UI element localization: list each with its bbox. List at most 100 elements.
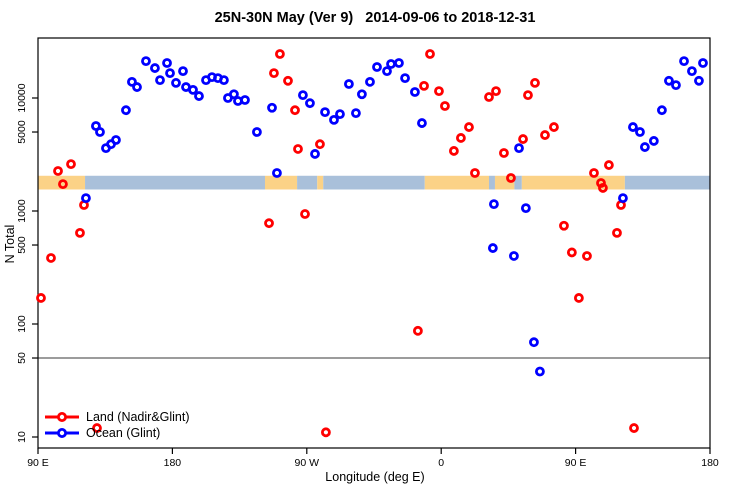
data-point-ocean xyxy=(698,58,708,68)
data-point-ocean xyxy=(305,98,315,109)
chart-title: 25N-30N May (Ver 9) 2014-09-06 to 2018-1… xyxy=(214,10,536,26)
x-tick-label: 180 xyxy=(701,457,719,469)
data-point-land xyxy=(269,68,279,79)
data-point-ocean xyxy=(618,193,628,204)
map-strip-segment-ocean xyxy=(624,175,710,190)
y-tick-label: 10 xyxy=(16,431,28,443)
data-point-land xyxy=(506,173,516,183)
data-point-ocean xyxy=(329,115,339,125)
x-tick-label: 90 W xyxy=(295,457,320,469)
map-strip-segment-land xyxy=(264,175,298,190)
data-point-land xyxy=(549,122,559,132)
data-point-ocean xyxy=(267,102,277,113)
data-point-land xyxy=(283,75,293,86)
y-tick-label: 100 xyxy=(16,315,28,333)
x-tick-label: 0 xyxy=(438,457,444,469)
data-point-ocean xyxy=(121,105,131,116)
data-point-land xyxy=(413,325,423,336)
data-point-ocean xyxy=(320,107,330,118)
data-point-ocean xyxy=(81,193,91,204)
data-point-ocean xyxy=(400,73,410,84)
data-point-ocean xyxy=(111,135,121,145)
data-point-land xyxy=(499,148,509,158)
data-point-ocean xyxy=(687,66,697,77)
data-point-ocean xyxy=(648,136,659,146)
data-point-ocean xyxy=(357,89,367,100)
data-point-land xyxy=(604,160,614,170)
map-strip-segment-ocean xyxy=(297,175,318,190)
data-point-ocean xyxy=(178,66,188,77)
data-point-ocean xyxy=(165,68,175,79)
map-strip-segment-ocean xyxy=(85,175,265,190)
data-point-ocean xyxy=(635,127,645,137)
data-point-ocean xyxy=(335,109,345,120)
data-point-ocean xyxy=(372,62,382,72)
data-point-ocean xyxy=(310,149,320,159)
plot-frame xyxy=(37,37,711,449)
data-point-ocean xyxy=(219,75,229,86)
y-tick-label: 500 xyxy=(16,236,28,254)
map-strip-segment-land xyxy=(521,175,625,190)
data-point-land xyxy=(75,228,85,238)
data-point-land xyxy=(612,228,622,238)
data-point-land xyxy=(58,179,68,190)
data-point-land xyxy=(629,423,639,433)
data-point-ocean xyxy=(194,91,204,101)
data-point-land xyxy=(530,78,540,88)
data-point-ocean xyxy=(229,89,239,100)
data-point-ocean xyxy=(162,58,172,68)
data-point-ocean xyxy=(694,75,704,86)
y-tick-label: 10000 xyxy=(16,83,28,112)
y-tick-label: 5000 xyxy=(16,120,28,144)
data-point-ocean xyxy=(155,75,165,86)
data-point-land xyxy=(540,130,550,140)
data-point-land xyxy=(470,168,480,178)
data-point-ocean xyxy=(487,243,498,253)
data-point-ocean xyxy=(386,59,396,69)
legend-label-ocean: Ocean (Glint) xyxy=(86,426,161,440)
data-point-ocean xyxy=(529,337,539,348)
data-point-ocean xyxy=(671,80,681,91)
legend: Land (Nadir&Glint) Ocean (Glint) xyxy=(44,409,190,441)
data-point-ocean xyxy=(628,122,638,132)
data-point-ocean xyxy=(657,105,667,116)
data-point-ocean xyxy=(298,90,308,101)
legend-label-land: Land (Nadir&Glint) xyxy=(86,410,190,424)
map-strip-segment-land xyxy=(424,175,489,190)
map-strip-segment-ocean xyxy=(514,175,522,190)
data-point-land xyxy=(46,253,56,263)
land-marker-icon xyxy=(45,412,79,422)
data-point-ocean xyxy=(664,75,674,86)
data-point-ocean xyxy=(679,56,689,67)
data-point-land xyxy=(66,159,76,170)
x-tick-label: 180 xyxy=(164,457,182,469)
data-point-land xyxy=(589,168,599,178)
data-point-land xyxy=(290,105,300,116)
data-point-ocean xyxy=(141,56,151,67)
map-strip-segment-land xyxy=(317,175,324,190)
x-tick-label: 90 E xyxy=(565,457,587,469)
ocean-marker-icon xyxy=(45,428,79,438)
map-strip-segment-land xyxy=(494,175,515,190)
data-point-land xyxy=(573,293,584,303)
data-point-land xyxy=(523,90,533,101)
map-strip-segment-ocean xyxy=(323,175,425,190)
data-point-land xyxy=(484,92,494,102)
data-point-land xyxy=(456,133,466,143)
data-point-ocean xyxy=(272,168,282,178)
data-point-land xyxy=(293,144,303,154)
data-point-land xyxy=(440,101,450,111)
x-axis-label: Longitude (deg E) xyxy=(325,470,425,484)
data-point-ocean xyxy=(410,87,420,97)
data-point-ocean xyxy=(365,76,375,87)
data-point-land xyxy=(53,166,63,176)
data-point-ocean xyxy=(382,66,392,77)
data-point-land xyxy=(448,146,459,156)
data-point-ocean xyxy=(520,203,531,214)
data-point-land xyxy=(566,247,577,258)
data-point-land xyxy=(464,122,474,132)
data-point-ocean xyxy=(171,78,181,88)
data-point-land xyxy=(264,218,274,229)
data-point-ocean xyxy=(132,82,142,92)
